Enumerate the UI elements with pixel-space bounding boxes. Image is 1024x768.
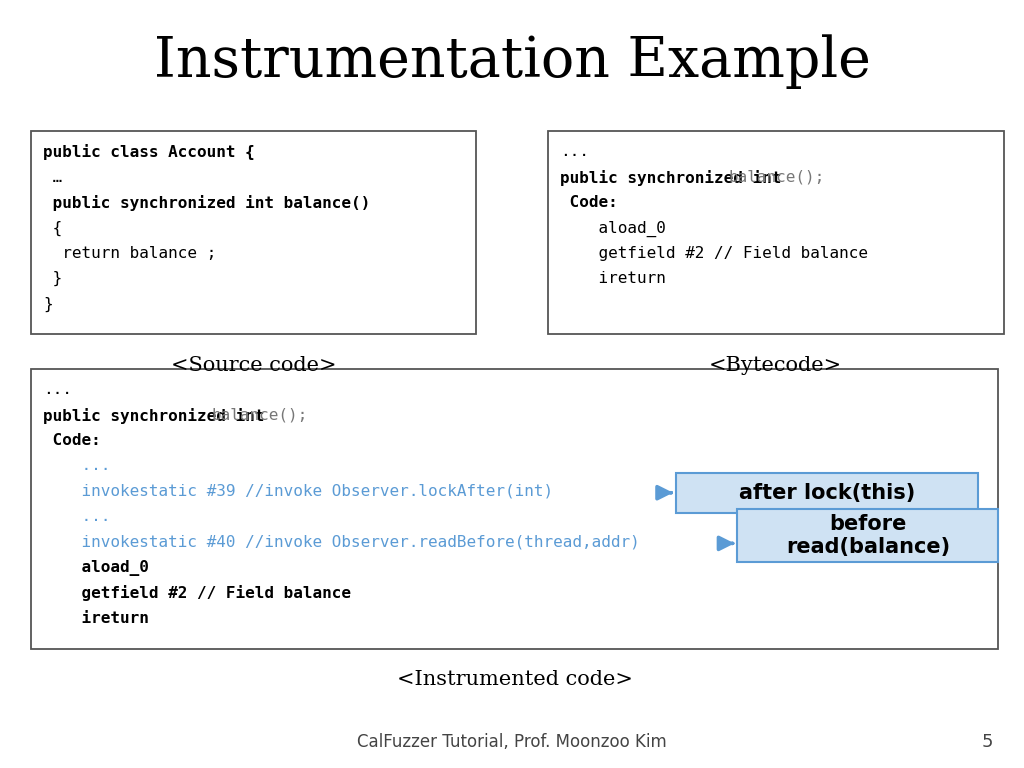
- Text: Code:: Code:: [43, 433, 100, 449]
- FancyBboxPatch shape: [548, 131, 1004, 334]
- Text: <Source code>: <Source code>: [171, 356, 336, 375]
- Text: public synchronized int balance(): public synchronized int balance(): [43, 195, 371, 211]
- Text: …: …: [43, 170, 62, 185]
- Text: {: {: [43, 220, 62, 236]
- Text: public synchronized int: public synchronized int: [43, 408, 274, 424]
- Text: public synchronized int: public synchronized int: [560, 170, 792, 186]
- Text: ...: ...: [43, 382, 72, 398]
- Text: public class Account {: public class Account {: [43, 144, 255, 161]
- Text: invokestatic #39 //invoke Observer.lockAfter(int): invokestatic #39 //invoke Observer.lockA…: [43, 484, 553, 499]
- Text: invokestatic #40 //invoke Observer.readBefore(thread,addr): invokestatic #40 //invoke Observer.readB…: [43, 535, 640, 550]
- Text: getfield #2 // Field balance: getfield #2 // Field balance: [560, 246, 868, 261]
- Text: <Instrumented code>: <Instrumented code>: [396, 670, 633, 690]
- Text: ...: ...: [560, 144, 589, 160]
- Text: aload_0: aload_0: [43, 560, 148, 576]
- Text: after lock(this): after lock(this): [738, 483, 915, 503]
- Text: ireturn: ireturn: [560, 271, 666, 286]
- Text: }: }: [43, 296, 52, 312]
- Text: getfield #2 // Field balance: getfield #2 // Field balance: [43, 585, 351, 601]
- FancyBboxPatch shape: [31, 369, 998, 649]
- Text: <Bytecode>: <Bytecode>: [709, 356, 843, 375]
- FancyBboxPatch shape: [737, 509, 998, 561]
- Text: ...: ...: [43, 458, 111, 474]
- Text: CalFuzzer Tutorial, Prof. Moonzoo Kim: CalFuzzer Tutorial, Prof. Moonzoo Kim: [357, 733, 667, 751]
- Text: Instrumentation Example: Instrumentation Example: [154, 35, 870, 89]
- Text: 5: 5: [982, 733, 993, 751]
- FancyBboxPatch shape: [676, 473, 978, 513]
- Text: }: }: [43, 271, 62, 286]
- FancyBboxPatch shape: [31, 131, 476, 334]
- Text: return balance ;: return balance ;: [43, 246, 216, 261]
- Text: balance();: balance();: [211, 408, 307, 423]
- Text: ...: ...: [43, 509, 111, 525]
- Text: ireturn: ireturn: [43, 611, 148, 626]
- Text: before
read(balance): before read(balance): [785, 514, 950, 557]
- Text: balance();: balance();: [728, 170, 824, 185]
- Text: Code:: Code:: [560, 195, 617, 210]
- Text: aload_0: aload_0: [560, 220, 666, 237]
